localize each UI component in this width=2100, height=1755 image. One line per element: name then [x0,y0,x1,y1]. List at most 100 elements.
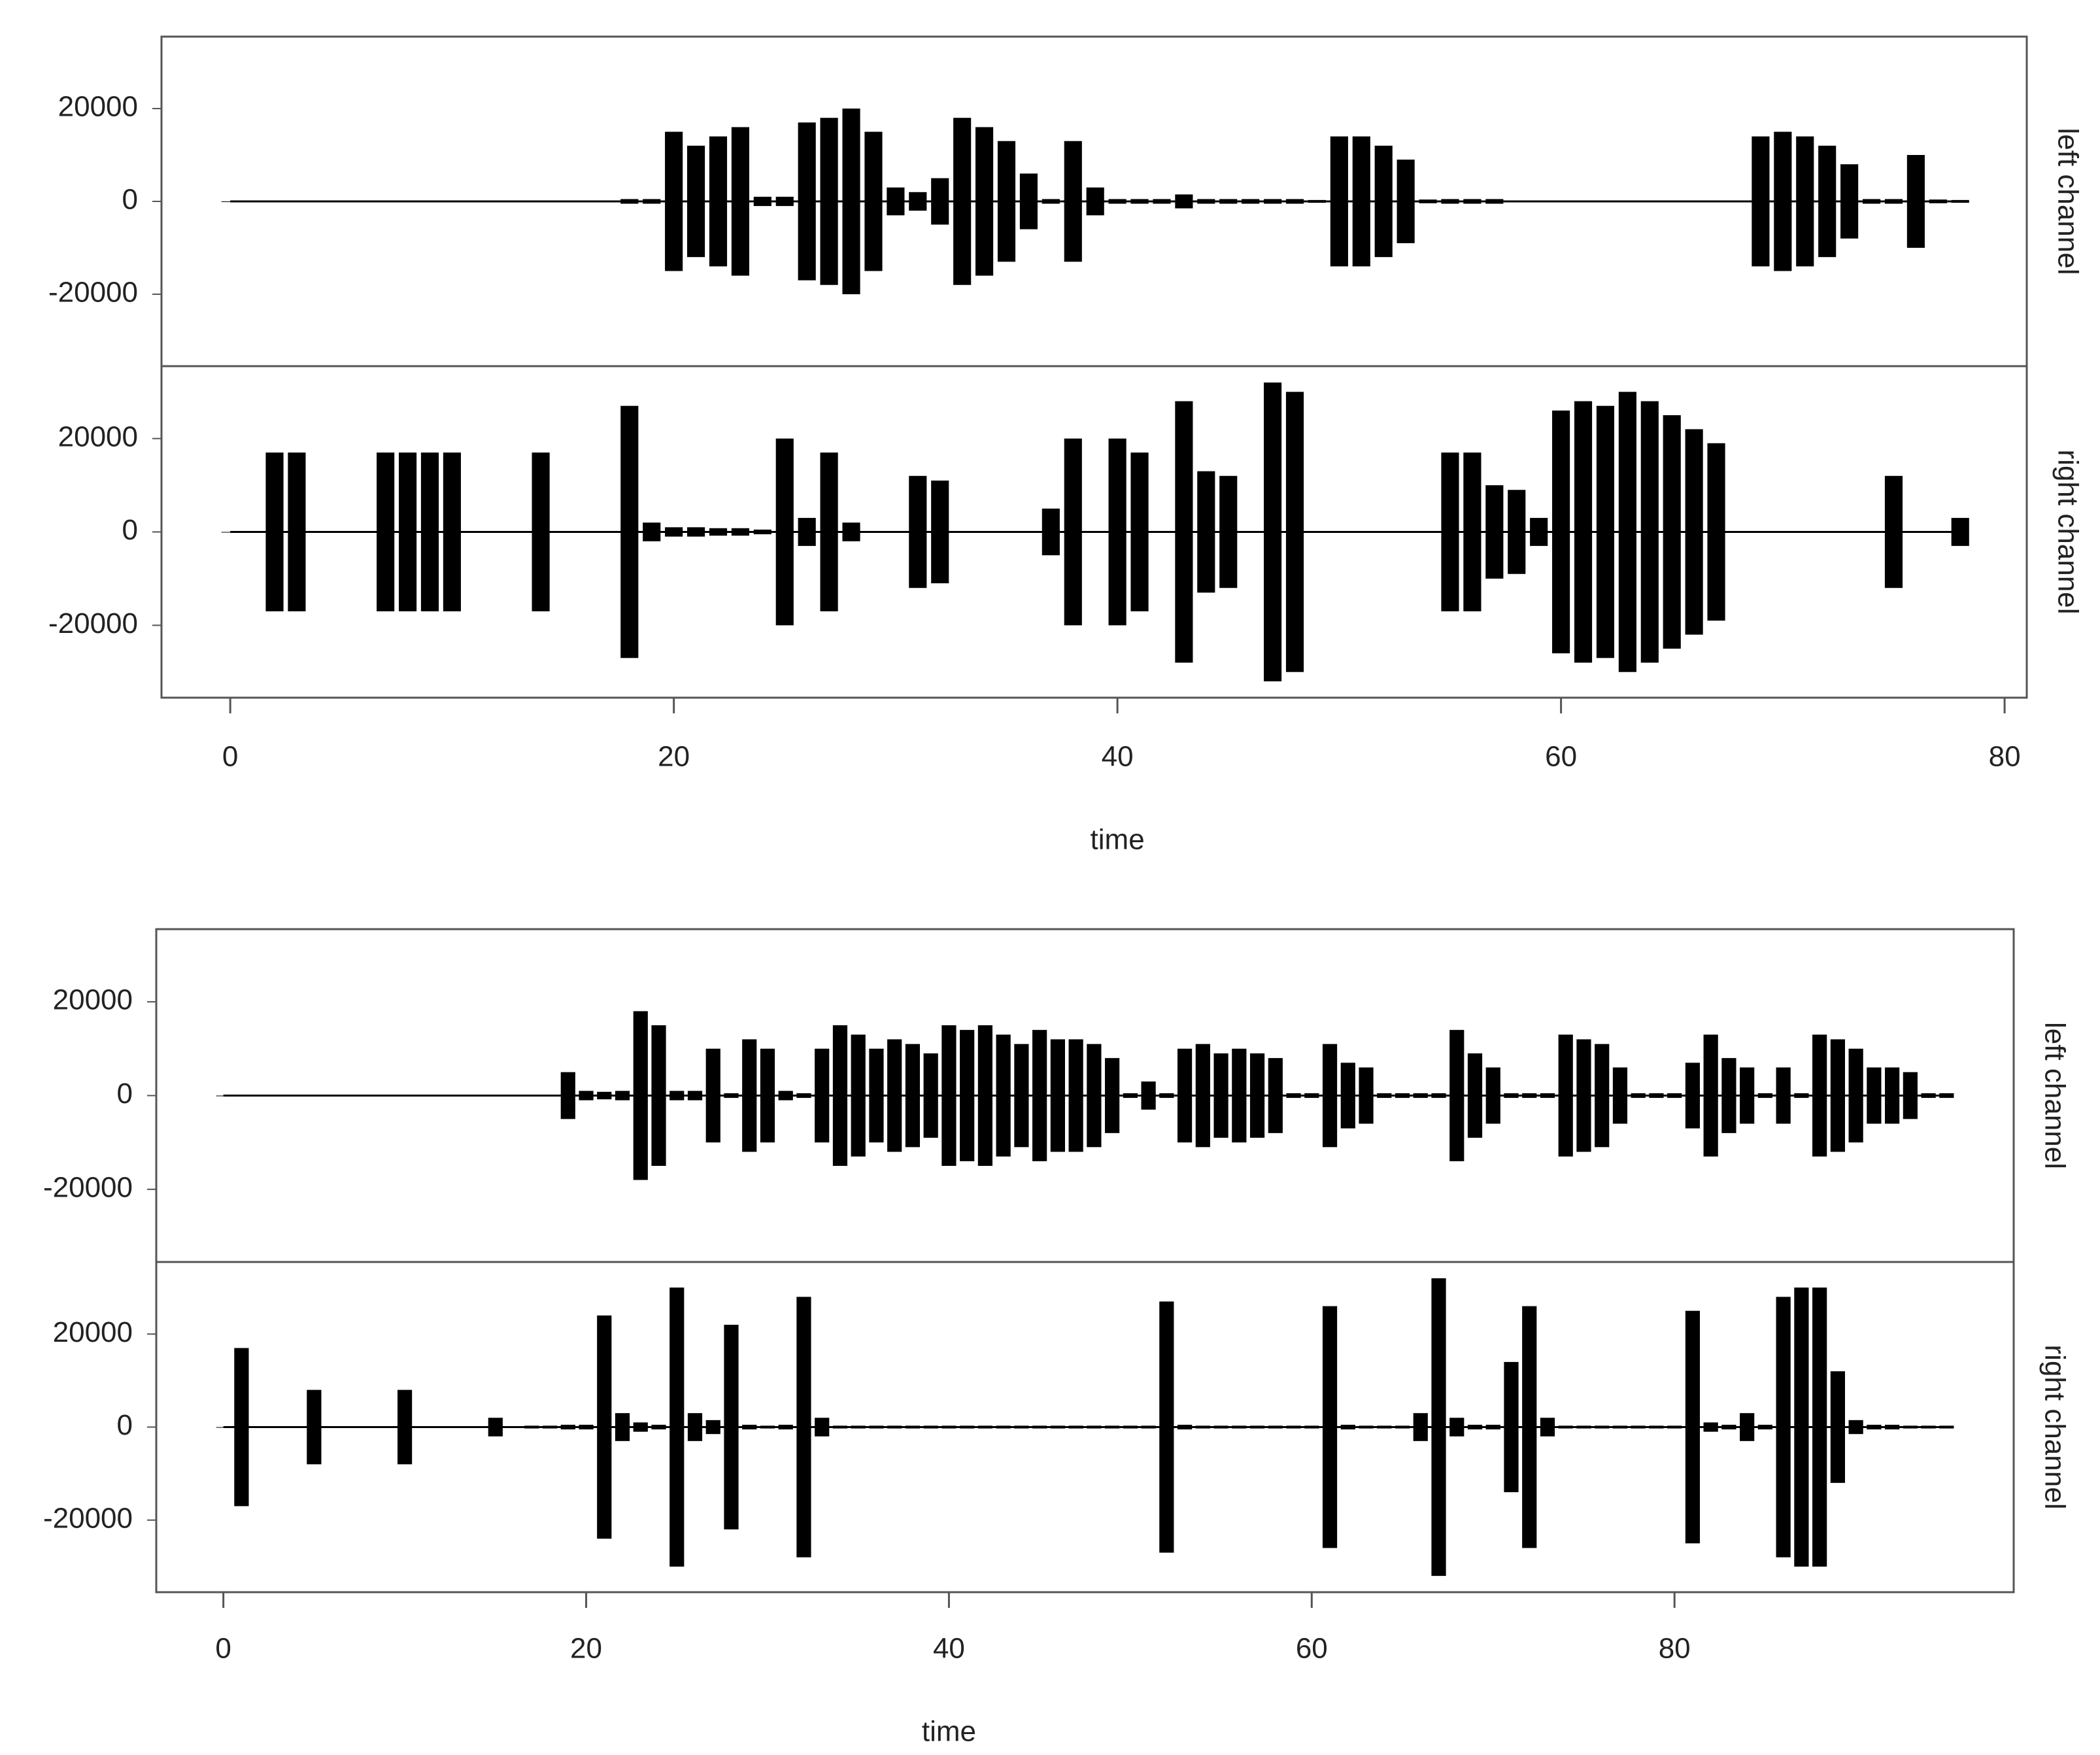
waveform-envelope [669,1091,685,1100]
waveform-envelope [488,1418,503,1437]
panel-label: left channel [2039,1022,2071,1169]
waveform-envelope [1903,1425,1918,1429]
waveform-envelope [270,1095,285,1097]
waveform-envelope [1796,532,1814,533]
waveform-envelope [1195,1425,1210,1429]
waveform-envelope [1595,1044,1610,1148]
waveform-envelope [1540,1093,1555,1099]
waveform-envelope [960,1030,975,1161]
waveform-envelope [1707,201,1725,202]
waveform-envelope [1774,532,1792,533]
waveform-envelope [1485,1424,1500,1430]
y-tick-label: 20000 [58,91,138,123]
waveform-envelope [1130,452,1149,611]
waveform-envelope [1087,1425,1102,1429]
waveform-envelope [1504,1361,1519,1493]
x-tick-label: 0 [222,741,238,773]
waveform-envelope [709,136,728,267]
waveform-envelope [798,518,816,546]
waveform-envelope [643,199,661,204]
waveform-envelope [665,527,683,537]
waveform-envelope [975,532,994,533]
waveform-envelope [1485,485,1504,579]
waveform-envelope [243,201,262,202]
waveform-envelope [554,532,572,533]
waveform-envelope [778,1091,793,1100]
waveform-envelope [1812,1287,1827,1567]
waveform-envelope [1752,532,1770,533]
waveform-envelope [977,1025,993,1167]
waveform-envelope [909,192,927,211]
waveform-envelope [953,118,972,285]
waveform-envelope [941,1025,957,1167]
waveform-envelope [1042,508,1060,556]
waveform-envelope [760,1048,775,1143]
waveform-envelope [742,1424,757,1430]
waveform-envelope [1574,201,1593,202]
waveform-envelope [775,196,794,207]
waveform-envelope [420,201,439,202]
x-axis-label: time [1091,824,1145,856]
waveform-envelope [270,1427,285,1428]
waveform-envelope [620,199,639,204]
waveform-envelope [1721,1058,1736,1133]
waveform-envelope [265,201,284,202]
x-tick-label: 40 [1102,741,1134,773]
waveform-envelope [398,201,417,202]
waveform-envelope [909,475,927,588]
waveform-envelope [724,1325,739,1529]
waveform-envelope [397,1389,413,1465]
x-tick-label: 80 [1659,1633,1691,1665]
waveform-envelope [686,145,705,258]
waveform-envelope [576,201,594,202]
waveform-envelope [1153,199,1171,204]
waveform-envelope [1219,475,1238,588]
waveform-envelope [760,1425,775,1429]
waveform-envelope [1032,1030,1047,1161]
waveform-envelope [778,1424,793,1430]
waveform-envelope [651,1025,666,1167]
waveform-envelope [1175,401,1193,663]
x-tick-label: 60 [1296,1633,1328,1665]
waveform-envelope [705,1420,720,1435]
waveform-envelope [452,1427,467,1428]
waveform-envelope [234,1348,249,1507]
waveform-envelope [1485,1067,1500,1124]
waveform-envelope [742,1039,757,1152]
waveform-envelope [1951,518,1969,546]
waveform-envelope [361,1427,376,1428]
waveform-envelope [443,452,461,611]
waveform-envelope [1752,136,1770,267]
waveform-envelope [307,1095,322,1097]
waveform-envelope [1906,155,1925,248]
waveform-envelope [1374,145,1393,258]
y-tick-label: -20000 [43,1502,133,1534]
waveform-envelope [687,1091,703,1100]
waveform-envelope [864,532,883,533]
waveform-envelope [633,1011,648,1180]
waveform-envelope [234,1095,249,1097]
waveform-envelope [1663,201,1681,202]
waveform-envelope [1419,199,1437,203]
x-tick-label: 0 [215,1633,231,1665]
waveform-envelope [1105,1425,1120,1429]
waveform-envelope [905,1044,921,1148]
waveform-envelope [1286,1093,1301,1099]
waveform-envelope [1413,1093,1428,1099]
waveform-envelope [1729,201,1748,202]
waveform-envelope [851,1425,866,1429]
waveform-envelope [1596,201,1615,202]
waveform-envelope [1213,1053,1228,1138]
waveform-envelope [820,118,838,285]
waveform-envelope [310,201,328,202]
waveform-envelope [731,528,749,536]
waveform-envelope [1685,1063,1701,1129]
waveform-envelope [1330,532,1348,533]
waveform-envelope [1939,1425,1954,1429]
waveform-envelope [1285,199,1304,204]
waveform-envelope [1818,532,1837,533]
waveform-envelope [1830,1371,1845,1483]
waveform-envelope [343,1427,358,1428]
waveform-envelope [488,1095,503,1097]
